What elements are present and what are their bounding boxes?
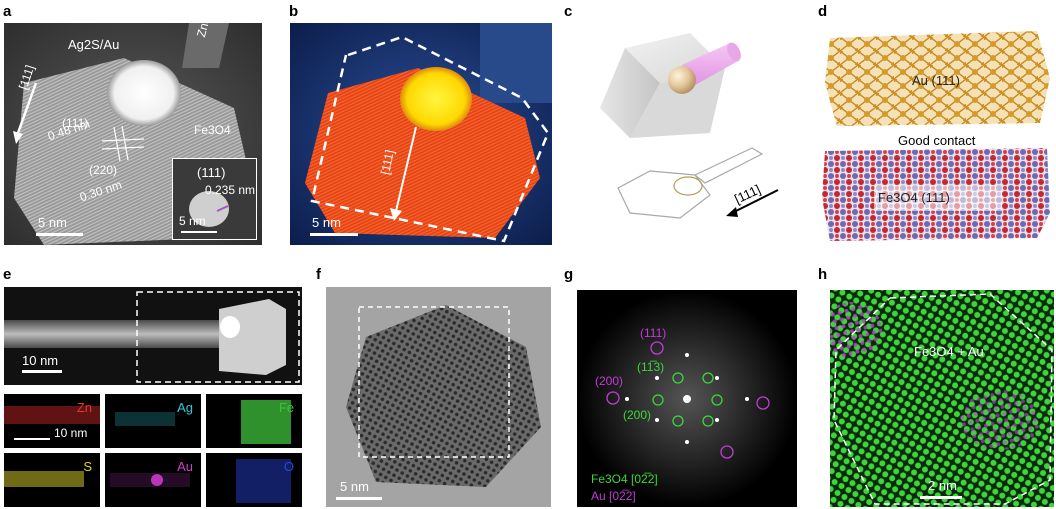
au-111-label: Au (111) bbox=[912, 73, 960, 88]
fe3o4-111-label: Fe3O4 (111) bbox=[878, 190, 950, 205]
eds-map-o: O bbox=[206, 453, 302, 507]
panel-label-d: d bbox=[818, 3, 828, 20]
panel-f-hrtem: 5 nm bbox=[326, 287, 551, 507]
scale-label-b: 5 nm bbox=[312, 215, 341, 230]
inset-scale-bar bbox=[181, 231, 217, 233]
panel-label-f: f bbox=[316, 266, 321, 283]
fe3o4-au-label: Fe3O4 + Au bbox=[914, 344, 984, 359]
panel-f-graphic bbox=[326, 287, 551, 507]
panel-c-schematic: [111] bbox=[570, 23, 815, 245]
eds-zn-signal bbox=[4, 406, 100, 424]
scale-bar-e bbox=[22, 370, 62, 373]
panel-a-inset: (111) 0.235 nm 5 nm bbox=[172, 158, 257, 240]
fft-legend-fe3o4: Fe3O4 [02̅2] bbox=[591, 472, 658, 486]
fe3o4-label: Fe3O4 bbox=[194, 123, 231, 137]
inset-plane-label: (111) bbox=[197, 165, 226, 180]
crystal-lattice bbox=[346, 305, 541, 487]
panel-h-graphic bbox=[830, 290, 1054, 507]
eds-map-fe: Fe bbox=[206, 394, 302, 448]
au-lattice-model bbox=[825, 31, 1050, 126]
fft-label-200-au: (200) bbox=[595, 374, 624, 388]
eds-o-signal bbox=[236, 459, 291, 503]
plane-111-label: (111) bbox=[62, 116, 89, 130]
fft-legend-au: Au [02̅2] bbox=[591, 489, 636, 503]
panel-h-filtered-image: Fe3O4 + Au 2 nm bbox=[830, 290, 1054, 507]
panel-b-graphic bbox=[290, 23, 552, 245]
cube-left-face bbox=[600, 48, 660, 138]
scale-label-h: 2 nm bbox=[928, 478, 957, 493]
panel-a-stem-image: Ag2S/Au ZnS [111] (111) 0.48 nm (220) 0.… bbox=[4, 23, 262, 245]
cube-front-face bbox=[630, 68, 725, 138]
fft-label-200-fe: (200) bbox=[623, 408, 652, 422]
panel-d-lattice-models: Au (111) Good contact Fe3O4 (111) bbox=[822, 23, 1054, 245]
scale-bar-eds bbox=[14, 438, 50, 440]
panel-label-a: a bbox=[3, 3, 12, 20]
eds-au-signal bbox=[110, 473, 190, 487]
good-contact-label: Good contact bbox=[898, 133, 976, 148]
scale-bar-b bbox=[310, 233, 358, 236]
eds-map-s: S bbox=[4, 453, 100, 507]
scale-label-a: 5 nm bbox=[38, 215, 67, 230]
scale-label-e: 10 nm bbox=[22, 353, 59, 368]
eds-s-label: S bbox=[83, 459, 92, 474]
eds-ag-label: Ag bbox=[177, 400, 193, 415]
panel-label-g: g bbox=[564, 266, 574, 283]
fft-label-111: (111) bbox=[640, 326, 667, 340]
panel-label-e: e bbox=[3, 266, 12, 283]
scale-bar-f bbox=[336, 497, 382, 500]
panel-label-c: c bbox=[564, 3, 573, 20]
panel-d-graphic bbox=[822, 31, 1050, 241]
inset-scale-label: 5 nm bbox=[179, 214, 206, 228]
panel-g-graphic bbox=[577, 290, 797, 507]
panel-label-b: b bbox=[289, 3, 299, 20]
scale-bar-h bbox=[920, 496, 962, 499]
panel-label-h: h bbox=[818, 266, 828, 283]
fft-label-113: (11̅3) bbox=[637, 360, 665, 374]
eds-o-label: O bbox=[283, 459, 294, 474]
plane-220-label: (220) bbox=[89, 163, 118, 177]
panel-c-graphic bbox=[600, 33, 779, 219]
panel-b-elemental-map: [111] 5 nm bbox=[290, 23, 552, 245]
scale-label-eds: 10 nm bbox=[54, 426, 88, 440]
au-sphere bbox=[668, 66, 696, 94]
eds-map-ag: Ag bbox=[105, 394, 201, 448]
scale-bar-a bbox=[36, 233, 83, 236]
inset-graphic bbox=[189, 191, 229, 227]
ag2s-au-label: Ag2S/Au bbox=[68, 37, 120, 52]
eds-map-zn: Zn 10 nm bbox=[4, 394, 100, 448]
au-particle bbox=[107, 60, 181, 126]
inset-d-label: 0.235 nm bbox=[205, 183, 256, 197]
panel-e-haadf: 10 nm bbox=[4, 287, 302, 385]
eds-au-label: Au bbox=[177, 459, 193, 474]
eds-zn-label: Zn bbox=[76, 400, 92, 415]
eds-fe-label: Fe bbox=[278, 400, 294, 415]
eds-ag-signal bbox=[115, 412, 175, 426]
scale-label-f: 5 nm bbox=[340, 479, 369, 494]
panel-e-graphic bbox=[4, 291, 300, 383]
eds-fe-signal bbox=[241, 400, 291, 444]
eds-s-signal bbox=[4, 471, 84, 487]
panel-g-fft: (111) (11̅3) (200) (200) Fe3O4 [02̅2] Au… bbox=[577, 290, 797, 507]
eds-map-au: Au bbox=[105, 453, 201, 507]
